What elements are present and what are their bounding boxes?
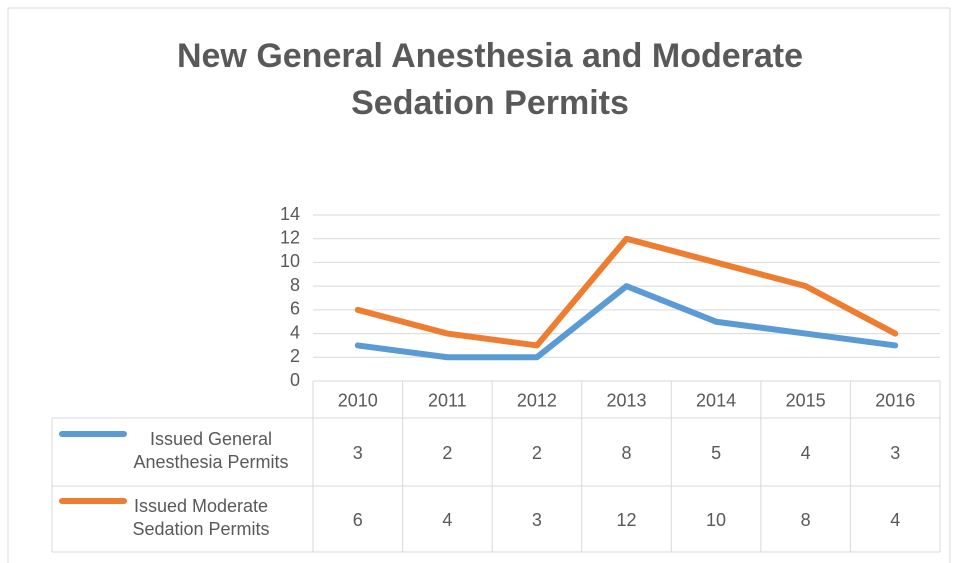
table-value: 5: [711, 443, 721, 463]
x-tick-label: 2012: [517, 390, 557, 410]
x-tick-label: 2010: [338, 390, 378, 410]
table-value: 4: [801, 443, 811, 463]
chart-title: New General Anesthesia and Moderate Seda…: [176, 37, 804, 122]
table-value: 3: [890, 443, 900, 463]
chart-border: [7, 7, 951, 563]
y-tick-label: 8: [290, 275, 300, 295]
y-tick-label: 2: [290, 346, 300, 366]
x-tick-label: 2015: [786, 390, 826, 410]
table-value: 2: [442, 443, 452, 463]
table-value: 4: [890, 510, 900, 530]
legend-label: Issued Moderate Sedation Permits: [132, 496, 270, 539]
x-tick-label: 2011: [428, 390, 467, 410]
table-value: 10: [706, 510, 726, 530]
y-tick-label: 6: [290, 299, 300, 319]
table-value: 8: [621, 443, 631, 463]
y-tick-label: 14: [280, 204, 300, 224]
table-value: 4: [442, 510, 452, 530]
y-tick-label: 12: [280, 227, 300, 247]
series-line: [354, 283, 899, 361]
legend-label: Issued General Anesthesia Permits: [133, 429, 289, 472]
table-value: 12: [616, 510, 636, 530]
table-value: 3: [353, 443, 363, 463]
y-tick-label: 4: [290, 322, 300, 342]
y-tick-label: 10: [280, 251, 300, 271]
x-tick-label: 2014: [696, 390, 736, 410]
series-line: [354, 235, 899, 349]
table-value: 3: [532, 510, 542, 530]
table-value: 2: [532, 443, 542, 463]
y-tick-label: 0: [290, 370, 300, 390]
x-tick-label: 2016: [875, 390, 915, 410]
table-value: 8: [801, 510, 811, 530]
table-value: 6: [353, 510, 363, 530]
x-tick-label: 2013: [606, 390, 646, 410]
